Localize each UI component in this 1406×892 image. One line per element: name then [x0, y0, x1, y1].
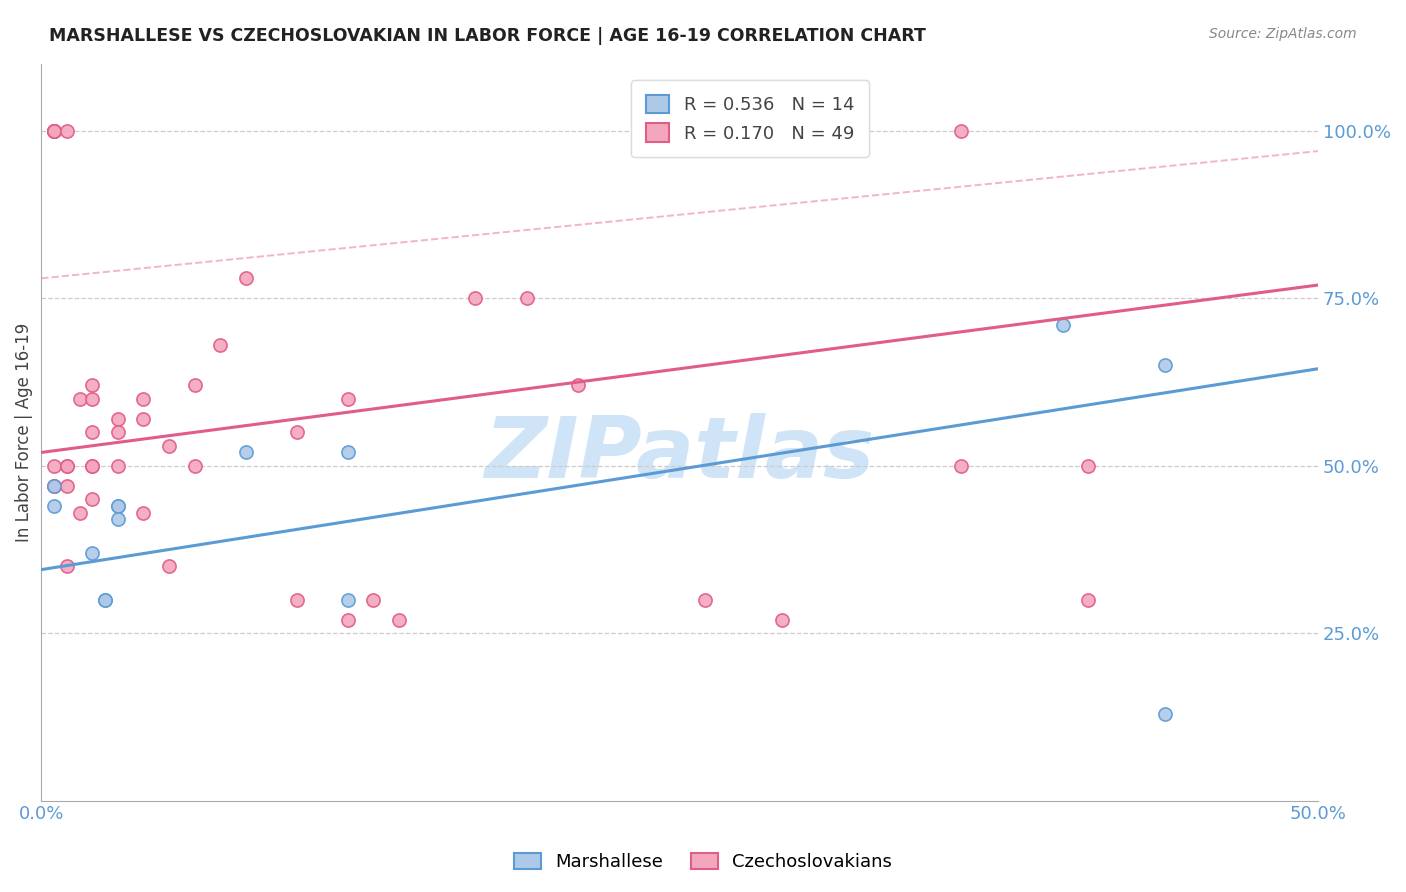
Point	[82, 458, 104, 473]
Point	[695, 592, 717, 607]
Point	[69, 506, 91, 520]
Point	[82, 425, 104, 440]
Point	[94, 592, 117, 607]
Point	[336, 392, 359, 406]
Y-axis label: In Labor Force | Age 16-19: In Labor Force | Age 16-19	[15, 323, 32, 542]
Point	[42, 124, 65, 138]
Point	[132, 392, 155, 406]
Point	[132, 412, 155, 426]
Point	[107, 458, 129, 473]
Point	[770, 613, 793, 627]
Point	[132, 506, 155, 520]
Point	[464, 292, 486, 306]
Point	[235, 271, 257, 285]
Point	[42, 499, 65, 513]
Point	[56, 479, 79, 493]
Point	[42, 479, 65, 493]
Point	[42, 124, 65, 138]
Legend: R = 0.536   N = 14, R = 0.170   N = 49: R = 0.536 N = 14, R = 0.170 N = 49	[631, 80, 869, 157]
Point	[42, 124, 65, 138]
Point	[285, 592, 308, 607]
Point	[336, 592, 359, 607]
Point	[82, 458, 104, 473]
Point	[42, 479, 65, 493]
Point	[1077, 592, 1099, 607]
Point	[82, 392, 104, 406]
Legend: Marshallese, Czechoslovakians: Marshallese, Czechoslovakians	[506, 846, 900, 879]
Point	[107, 425, 129, 440]
Text: MARSHALLESE VS CZECHOSLOVAKIAN IN LABOR FORCE | AGE 16-19 CORRELATION CHART: MARSHALLESE VS CZECHOSLOVAKIAN IN LABOR …	[49, 27, 927, 45]
Point	[56, 458, 79, 473]
Point	[82, 378, 104, 392]
Point	[56, 458, 79, 473]
Point	[56, 124, 79, 138]
Point	[1154, 359, 1177, 373]
Text: ZIPatlas: ZIPatlas	[485, 413, 875, 496]
Point	[336, 613, 359, 627]
Point	[42, 479, 65, 493]
Point	[94, 592, 117, 607]
Point	[42, 124, 65, 138]
Point	[949, 458, 972, 473]
Point	[949, 124, 972, 138]
Point	[209, 338, 232, 352]
Point	[336, 445, 359, 459]
Point	[183, 458, 205, 473]
Point	[157, 439, 180, 453]
Point	[82, 492, 104, 507]
Point	[107, 499, 129, 513]
Point	[107, 499, 129, 513]
Point	[183, 378, 205, 392]
Point	[107, 412, 129, 426]
Point	[515, 292, 537, 306]
Point	[56, 559, 79, 574]
Point	[157, 559, 180, 574]
Point	[235, 445, 257, 459]
Point	[42, 458, 65, 473]
Point	[42, 124, 65, 138]
Point	[69, 392, 91, 406]
Point	[388, 613, 411, 627]
Point	[363, 592, 385, 607]
Point	[82, 546, 104, 560]
Point	[1077, 458, 1099, 473]
Point	[567, 378, 589, 392]
Point	[42, 124, 65, 138]
Point	[1154, 706, 1177, 721]
Point	[107, 512, 129, 526]
Point	[1052, 318, 1074, 333]
Text: Source: ZipAtlas.com: Source: ZipAtlas.com	[1209, 27, 1357, 41]
Point	[285, 425, 308, 440]
